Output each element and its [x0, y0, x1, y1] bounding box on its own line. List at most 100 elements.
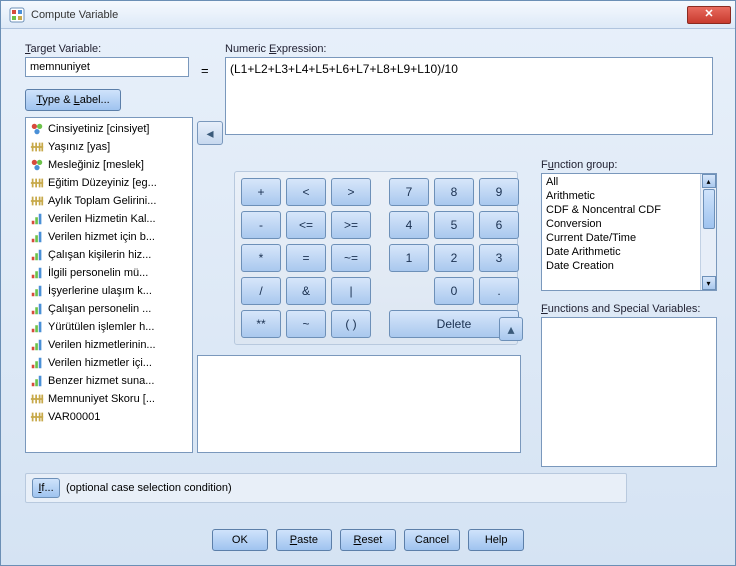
variable-label: VAR00001 — [48, 411, 100, 423]
variable-item[interactable]: İşyerlerine ulaşım k... — [26, 282, 192, 300]
variable-item[interactable]: Verilen hizmetler içi... — [26, 354, 192, 372]
scale-icon — [30, 140, 44, 154]
if-condition-text: (optional case selection condition) — [66, 482, 232, 494]
variable-item[interactable]: İlgili personelin mü... — [26, 264, 192, 282]
key-7[interactable]: 7 — [389, 178, 429, 206]
nominal-icon — [30, 158, 44, 172]
function-group-item[interactable]: Date Arithmetic — [542, 245, 716, 259]
ordinal-icon — [30, 302, 44, 316]
scale-icon — [30, 194, 44, 208]
key-[interactable]: - — [241, 211, 281, 239]
help-button[interactable]: Help — [468, 529, 524, 551]
variable-label: Yaşınız [yas] — [48, 141, 110, 153]
target-variable-label: TTarget Variable:arget Variable: — [25, 43, 189, 55]
key-[interactable]: ~ — [286, 310, 326, 338]
key-[interactable]: & — [286, 277, 326, 305]
key-[interactable]: | — [331, 277, 371, 305]
close-button[interactable]: ✕ — [687, 6, 731, 24]
move-to-expression-button[interactable]: ◂ — [197, 121, 223, 145]
variable-item[interactable]: Eğitim Düzeyiniz [eg... — [26, 174, 192, 192]
variable-item[interactable]: Yaşınız [yas] — [26, 138, 192, 156]
key-4[interactable]: 4 — [389, 211, 429, 239]
scale-icon — [30, 392, 44, 406]
key-2[interactable]: 2 — [434, 244, 474, 272]
function-group-item[interactable]: Arithmetic — [542, 189, 716, 203]
reset-button[interactable]: Reset — [340, 529, 396, 551]
key-[interactable]: * — [241, 244, 281, 272]
variable-label: Verilen hizmetlerinin... — [48, 339, 156, 351]
key-[interactable]: ( ) — [331, 310, 371, 338]
variable-label: Memnuniyet Skoru [... — [48, 393, 155, 405]
variable-item[interactable]: Mesleğiniz [meslek] — [26, 156, 192, 174]
key-0[interactable]: 0 — [434, 277, 474, 305]
variable-item[interactable]: Verilen hizmet için b... — [26, 228, 192, 246]
ordinal-icon — [30, 230, 44, 244]
key-[interactable]: ~= — [331, 244, 371, 272]
numeric-expression-input[interactable] — [225, 57, 713, 135]
function-group-item[interactable]: All — [542, 175, 716, 189]
key-3[interactable]: 3 — [479, 244, 519, 272]
cancel-button[interactable]: Cancel — [404, 529, 460, 551]
variable-item[interactable]: Yürütülen işlemler h... — [26, 318, 192, 336]
key-[interactable]: = — [286, 244, 326, 272]
numeric-expression-label: Numeric Expression: — [225, 43, 713, 55]
description-area — [197, 355, 521, 453]
function-group-list[interactable]: AllArithmeticCDF & Noncentral CDFConvers… — [541, 173, 717, 291]
variable-label: İlgili personelin mü... — [48, 267, 148, 279]
variable-label: Verilen hizmet için b... — [48, 231, 155, 243]
key-[interactable]: <= — [286, 211, 326, 239]
key-[interactable]: + — [241, 178, 281, 206]
functions-special-label: Functions and Special Variables: — [541, 303, 717, 315]
function-group-label: Function group: — [541, 159, 717, 171]
target-variable-input[interactable] — [25, 57, 189, 77]
ordinal-icon — [30, 284, 44, 298]
variable-list[interactable]: Cinsiyetiniz [cinsiyet] Yaşınız [yas] Mesl… — [25, 117, 193, 453]
ordinal-icon — [30, 320, 44, 334]
variable-item[interactable]: Çalışan kişilerin hiz... — [26, 246, 192, 264]
scrollbar-thumb[interactable] — [703, 189, 715, 229]
ok-button[interactable]: OK — [212, 529, 268, 551]
insert-function-button[interactable]: ▴ — [499, 317, 523, 341]
function-group-item[interactable]: Date Creation — [542, 259, 716, 273]
variable-item[interactable]: Benzer hizmet suna... — [26, 372, 192, 390]
variable-item[interactable]: VAR00001 — [26, 408, 192, 426]
variable-item[interactable]: Cinsiyetiniz [cinsiyet] — [26, 120, 192, 138]
scroll-down-button[interactable]: ▾ — [702, 276, 716, 290]
scroll-up-button[interactable]: ▴ — [702, 174, 716, 188]
variable-item[interactable]: Verilen hizmetlerinin... — [26, 336, 192, 354]
variable-item[interactable]: Aylık Toplam Gelirini... — [26, 192, 192, 210]
scrollbar[interactable]: ▴ ▾ — [700, 174, 716, 290]
key-9[interactable]: 9 — [479, 178, 519, 206]
variable-label: İşyerlerine ulaşım k... — [48, 285, 152, 297]
ordinal-icon — [30, 266, 44, 280]
variable-label: Mesleğiniz [meslek] — [48, 159, 144, 171]
dialog-content: TTarget Variable:arget Variable: = Type … — [1, 29, 735, 565]
key-[interactable]: ** — [241, 310, 281, 338]
functions-special-list[interactable] — [541, 317, 717, 467]
variable-label: Verilen hizmetler içi... — [48, 357, 152, 369]
key-5[interactable]: 5 — [434, 211, 474, 239]
variable-item[interactable]: Verilen Hizmetin Kal... — [26, 210, 192, 228]
key-1[interactable]: 1 — [389, 244, 429, 272]
key-[interactable]: > — [331, 178, 371, 206]
key-[interactable]: . — [479, 277, 519, 305]
variable-item[interactable]: Çalışan personelin ... — [26, 300, 192, 318]
scale-icon — [30, 176, 44, 190]
key-6[interactable]: 6 — [479, 211, 519, 239]
variable-label: Verilen Hizmetin Kal... — [48, 213, 156, 225]
key-[interactable]: / — [241, 277, 281, 305]
key-[interactable]: < — [286, 178, 326, 206]
if-button[interactable]: If... — [32, 478, 60, 498]
function-group-item[interactable]: Conversion — [542, 217, 716, 231]
equals-sign: = — [201, 63, 209, 78]
paste-button[interactable]: Paste — [276, 529, 332, 551]
dialog-button-row: OK Paste Reset Cancel Help — [1, 529, 735, 551]
function-group-item[interactable]: CDF & Noncentral CDF — [542, 203, 716, 217]
variable-item[interactable]: Memnuniyet Skoru [... — [26, 390, 192, 408]
function-group-item[interactable]: Current Date/Time — [542, 231, 716, 245]
type-and-label-button[interactable]: Type & Label... — [25, 89, 121, 111]
key-[interactable]: >= — [331, 211, 371, 239]
key-8[interactable]: 8 — [434, 178, 474, 206]
ordinal-icon — [30, 248, 44, 262]
variable-label: Aylık Toplam Gelirini... — [48, 195, 156, 207]
